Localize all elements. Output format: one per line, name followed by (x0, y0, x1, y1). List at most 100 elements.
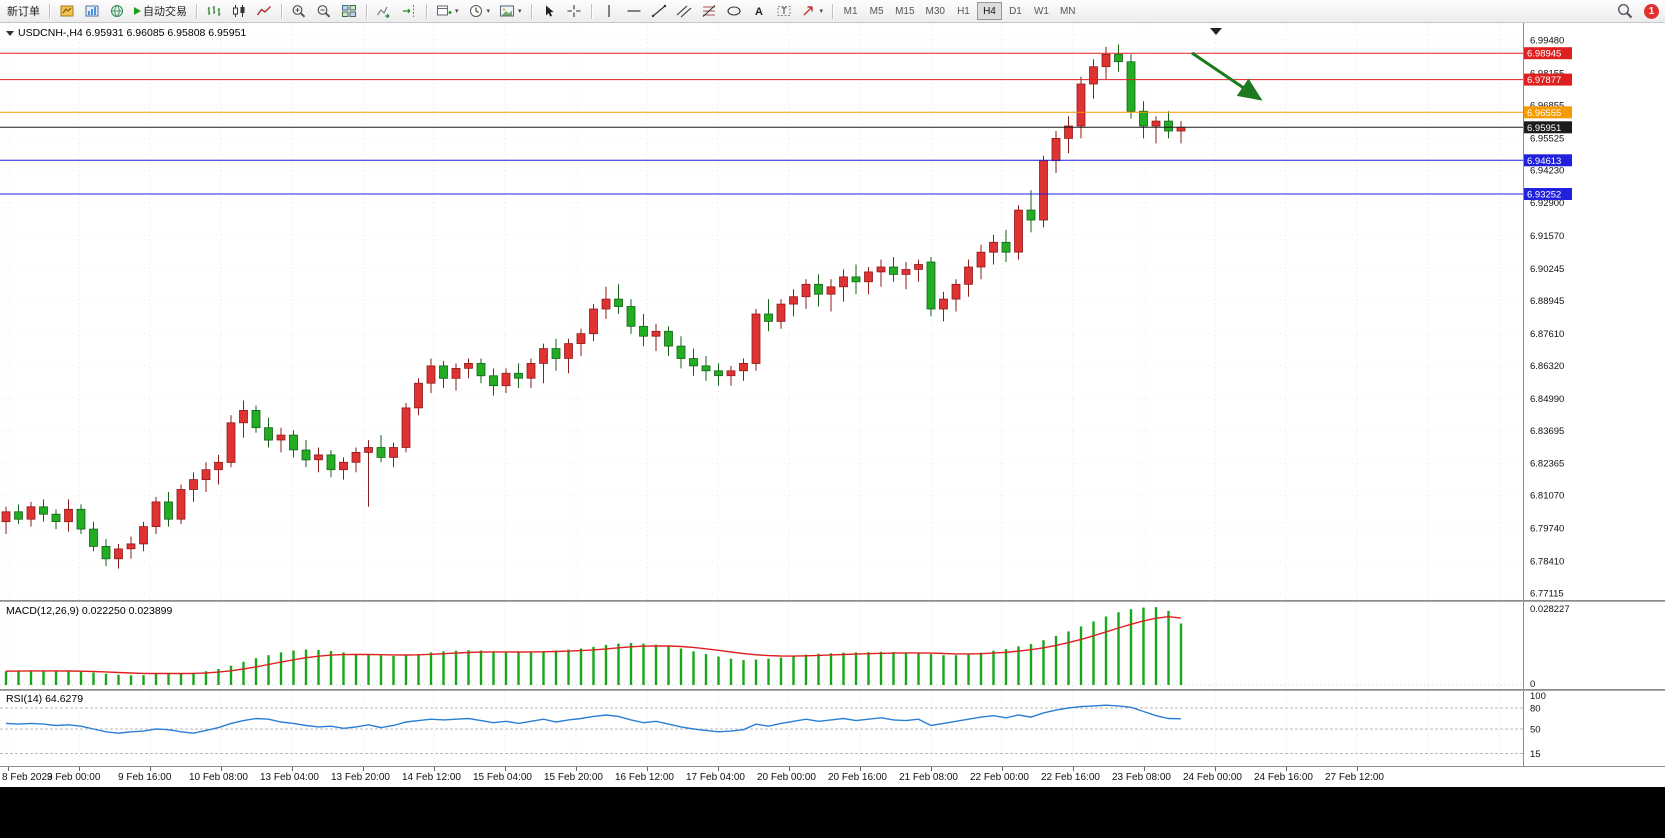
candle (551, 348, 561, 359)
timeframe-button-m5[interactable]: M5 (864, 2, 889, 20)
crosshair-icon[interactable] (562, 1, 586, 21)
time-axis-tick (292, 767, 293, 771)
time-axis-label: 13 Feb 04:00 (260, 772, 319, 783)
time-axis[interactable]: 8 Feb 2023 9 Feb 00:00 9 Feb 16:00 10 Feb 0… (0, 766, 1665, 787)
tile-windows-icon[interactable] (337, 1, 361, 21)
candle (64, 508, 73, 523)
zoom-in-icon[interactable] (287, 1, 311, 21)
rsi-panel[interactable]: 100 80 50 15 (0, 691, 1665, 766)
auto-scroll-icon[interactable] (372, 1, 396, 21)
arrows-icon[interactable]: ▾ (797, 1, 828, 21)
time-axis-tick (1144, 767, 1145, 771)
time-axis-label: 21 Feb 08:00 (899, 772, 958, 783)
timeframe-button-mn[interactable]: MN (1055, 2, 1081, 20)
price-tick-label: 6.88945 (1530, 296, 1564, 307)
price-marker-tag (1524, 154, 1572, 167)
candle (214, 461, 223, 471)
candle (664, 330, 673, 347)
price-chart-panel[interactable]: 6.994806.981556.968556.955256.942306.929… (0, 23, 1665, 600)
dropdown-caret-icon[interactable]: ▾ (819, 7, 824, 15)
timeframe-button-w1[interactable]: W1 (1029, 2, 1054, 20)
community-icon[interactable] (105, 1, 129, 21)
dropdown-caret-icon[interactable]: ▾ (455, 7, 459, 15)
timeframe-button-m1[interactable]: M1 (838, 2, 863, 20)
timeframe-button-d1[interactable]: D1 (1003, 2, 1028, 20)
notification-badge[interactable]: 1 (1644, 3, 1659, 19)
fibonacci-icon[interactable] (697, 1, 721, 21)
trendline-icon[interactable] (647, 1, 671, 21)
time-axis-tick (1357, 767, 1358, 771)
time-axis-label: 20 Feb 00:00 (757, 772, 816, 783)
zoom-out-icon[interactable] (312, 1, 336, 21)
candle (851, 276, 861, 283)
dropdown-caret-icon[interactable]: ▾ (486, 7, 491, 15)
autotrading-button[interactable]: 自动交易 (130, 1, 191, 21)
macd-panel[interactable]: 0.028227 0 (0, 602, 1665, 689)
candle (451, 367, 461, 379)
candle (501, 372, 511, 387)
candlestick-chart-icon[interactable] (227, 1, 251, 21)
macd-axis[interactable]: 0.028227 0 (1523, 602, 1570, 689)
candle (639, 325, 648, 337)
period-clock-icon[interactable]: ▾ (464, 1, 495, 21)
price-marker-label: 6.95951 (1527, 123, 1561, 134)
new-order-button[interactable]: 新订单 (3, 1, 44, 21)
text-icon[interactable]: A (747, 1, 771, 21)
candle (776, 303, 786, 322)
candle (251, 409, 261, 429)
candle (814, 283, 823, 295)
bar-chart-icon[interactable] (202, 1, 226, 21)
data-window-icon[interactable] (80, 1, 104, 21)
candle (964, 266, 973, 285)
snapshot-icon[interactable]: ▾ (495, 1, 526, 21)
candle (139, 526, 148, 545)
candle (651, 330, 661, 337)
candle (926, 261, 936, 310)
candle (689, 358, 698, 367)
toolbar-separator (832, 3, 834, 19)
candle (1164, 120, 1173, 132)
candle (89, 528, 98, 547)
candle (351, 451, 361, 463)
candle (26, 506, 36, 520)
candle (201, 469, 211, 481)
price-level-lines[interactable] (0, 52, 1523, 195)
vertical-line-icon[interactable] (597, 1, 621, 21)
candle (676, 345, 686, 359)
market-watch-icon[interactable] (55, 1, 79, 21)
candle (39, 506, 48, 515)
price-tick-label: 6.99480 (1530, 36, 1564, 47)
chart-shift-marker-icon[interactable] (1210, 28, 1222, 35)
rsi-scale-label: 80 (1530, 704, 1541, 715)
candle (489, 375, 498, 387)
label-icon[interactable]: T (772, 1, 796, 21)
price-marker-tag (1524, 188, 1572, 200)
panel-splitter[interactable] (0, 600, 1665, 602)
toolbar-separator (196, 3, 197, 19)
candle (526, 362, 536, 379)
line-chart-icon[interactable] (252, 1, 276, 21)
collapse-icon[interactable] (6, 30, 14, 36)
rsi-axis[interactable]: 100 80 50 15 (1523, 691, 1546, 766)
panel-splitter[interactable] (0, 689, 1665, 691)
timeframe-button-h1[interactable]: H1 (951, 2, 976, 20)
search-icon[interactable] (1612, 1, 1638, 21)
timeframe-button-m15[interactable]: M15 (890, 2, 919, 20)
trend-arrow-annotation[interactable] (1191, 51, 1263, 101)
chart-shift-icon[interactable] (397, 1, 421, 21)
new-chart-icon[interactable]: ▾ (432, 1, 463, 21)
cursor-icon[interactable] (537, 1, 561, 21)
price-tick-label: 6.84990 (1530, 394, 1564, 405)
autotrading-label: 自动交易 (143, 6, 187, 18)
timeframe-button-h4[interactable]: H4 (976, 2, 1002, 20)
ellipse-icon[interactable] (722, 1, 746, 21)
candle (401, 407, 411, 448)
horizontal-line-icon[interactable] (622, 1, 646, 21)
dropdown-caret-icon[interactable]: ▾ (518, 7, 522, 15)
price-axis[interactable]: 6.994806.981556.968556.955256.942306.929… (1523, 23, 1573, 600)
candle (114, 548, 123, 560)
timeframe-button-m30[interactable]: M30 (921, 2, 950, 20)
channel-icon[interactable] (672, 1, 696, 21)
time-axis-label: 22 Feb 00:00 (970, 772, 1029, 783)
play-icon (134, 7, 141, 15)
